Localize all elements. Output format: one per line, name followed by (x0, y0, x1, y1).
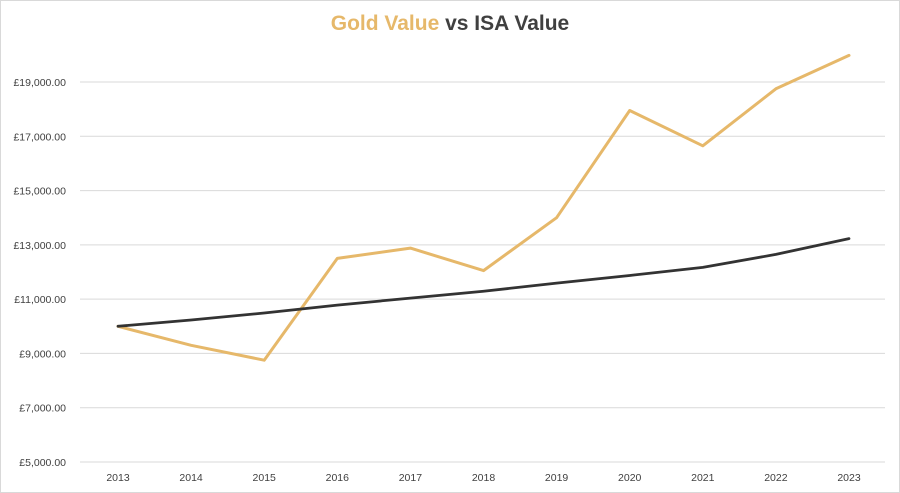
x-tick-label: 2022 (764, 472, 788, 484)
x-tick-label: 2017 (399, 472, 423, 484)
x-tick-label: 2013 (106, 472, 130, 484)
x-tick-label: 2016 (326, 472, 350, 484)
x-tick-label: 2018 (472, 472, 496, 484)
chart-title: Gold Value vs ISA Value (0, 12, 900, 36)
y-tick-label: £15,000.00 (13, 186, 66, 198)
chart-title-gold: Gold Value (330, 12, 440, 35)
y-tick-label: £11,000.00 (14, 294, 66, 306)
y-tick-label: £9,000.00 (19, 348, 66, 360)
series-line-gold (116, 53, 851, 362)
y-axis-labels: £5,000.00 £7,000.00 £9,000.00 £11,000.00 £13… (13, 77, 66, 469)
x-tick-label: 2019 (545, 472, 569, 484)
x-axis-labels: 2013 2014 2015 2016 2017 2018 2019 2020 2021 2022… (106, 472, 861, 484)
chart-title-rest: vs ISA Value (439, 12, 570, 35)
x-tick-label: 2020 (618, 472, 642, 484)
x-tick-label: 2023 (837, 472, 861, 484)
gridlines (80, 81, 885, 463)
series-lines (116, 53, 851, 362)
series-line-isa (116, 237, 851, 328)
y-tick-label: £13,000.00 (13, 240, 66, 252)
y-tick-label: £7,000.00 (19, 403, 66, 415)
y-tick-label: £17,000.00 (13, 131, 66, 143)
y-tick-label: £19,000.00 (13, 77, 66, 89)
x-tick-label: 2014 (179, 472, 203, 484)
y-tick-label: £5,000.00 (19, 457, 66, 469)
x-tick-label: 2015 (253, 472, 277, 484)
x-tick-label: 2021 (691, 472, 715, 484)
